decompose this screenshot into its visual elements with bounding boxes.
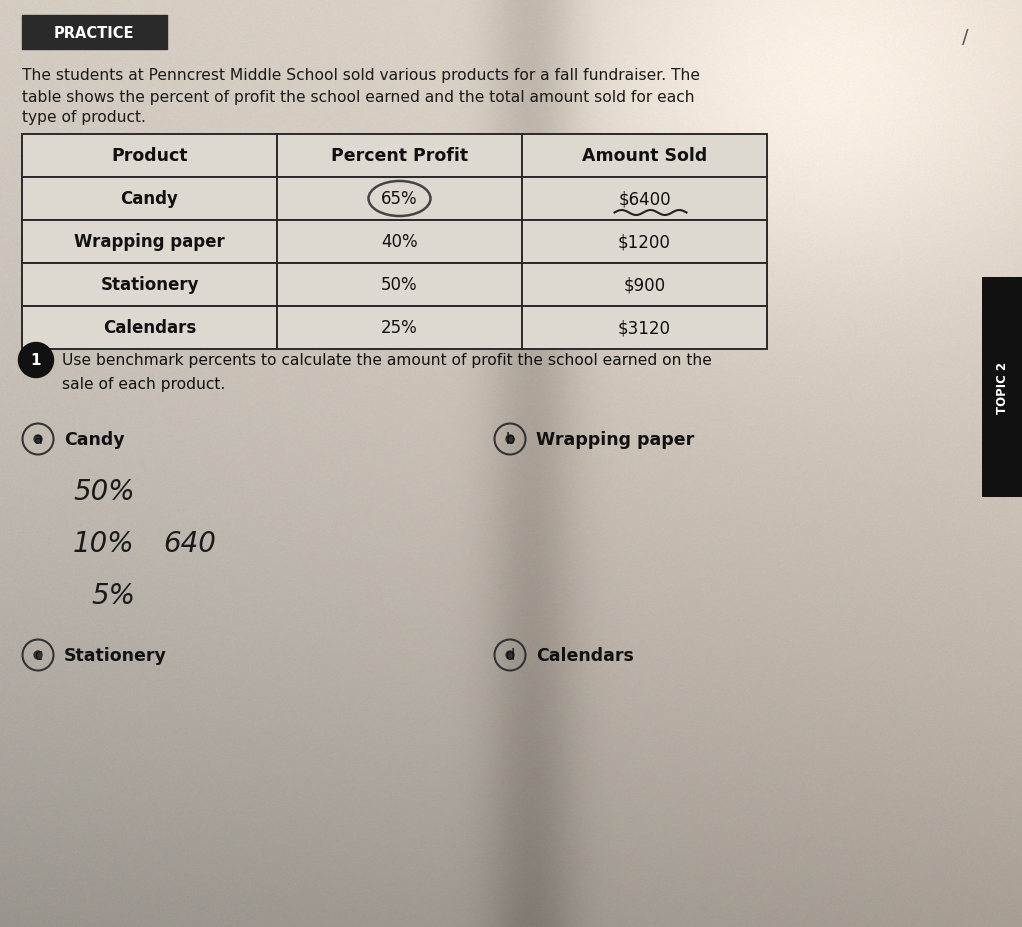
Text: TOPIC 2: TOPIC 2 [995,362,1009,413]
Bar [22,134,277,178]
Text: Candy: Candy [121,190,179,209]
Text: Stationery: Stationery [64,646,167,665]
Text: c: c [34,648,42,663]
Text: 50%: 50% [73,477,135,505]
Bar [277,134,522,178]
Bar [22,263,277,307]
Circle shape [506,436,514,443]
Text: sale of each product.: sale of each product. [62,377,225,392]
Text: b: b [505,432,515,447]
Text: Use benchmark percents to calculate the amount of profit the school earned on th: Use benchmark percents to calculate the … [62,353,712,368]
Text: Amount Sold: Amount Sold [582,147,707,165]
Text: 65%: 65% [381,190,418,209]
Bar [277,263,522,307]
Text: 1: 1 [31,353,41,368]
Text: 10%: 10% [73,529,135,557]
Bar [22,307,277,349]
Text: 25%: 25% [381,319,418,337]
Text: Wrapping paper: Wrapping paper [75,234,225,251]
Bar [22,178,277,221]
Circle shape [506,652,514,659]
Text: Percent Profit: Percent Profit [331,147,468,165]
Bar [522,263,766,307]
Text: Stationery: Stationery [100,276,198,294]
Circle shape [18,343,53,378]
Text: 40%: 40% [381,234,418,251]
Bar [522,178,766,221]
Circle shape [34,436,42,443]
Text: /: / [962,29,968,47]
Circle shape [34,652,42,659]
Text: a: a [34,432,43,447]
Text: $6400: $6400 [618,190,670,209]
Text: table shows the percent of profit the school earned and the total amount sold fo: table shows the percent of profit the sc… [22,90,695,105]
Text: $900: $900 [623,276,665,294]
Text: 640: 640 [162,529,216,557]
Text: Wrapping paper: Wrapping paper [536,430,694,449]
Text: Product: Product [111,147,188,165]
Text: $3120: $3120 [618,319,671,337]
Bar [22,221,277,263]
Bar [522,221,766,263]
FancyBboxPatch shape [22,16,167,50]
Text: Calendars: Calendars [536,646,634,665]
Bar [277,307,522,349]
Bar [277,178,522,221]
Text: 5%: 5% [91,581,135,609]
Text: Calendars: Calendars [103,319,196,337]
Bar [522,134,766,178]
Bar [522,307,766,349]
Bar [982,278,1022,498]
Text: $1200: $1200 [618,234,670,251]
Text: d: d [505,648,515,663]
Text: PRACTICE: PRACTICE [54,25,134,41]
Text: Candy: Candy [64,430,125,449]
Text: The students at Penncrest Middle School sold various products for a fall fundrai: The students at Penncrest Middle School … [22,68,700,83]
Text: type of product.: type of product. [22,110,146,125]
Bar [277,221,522,263]
Text: 50%: 50% [381,276,418,294]
